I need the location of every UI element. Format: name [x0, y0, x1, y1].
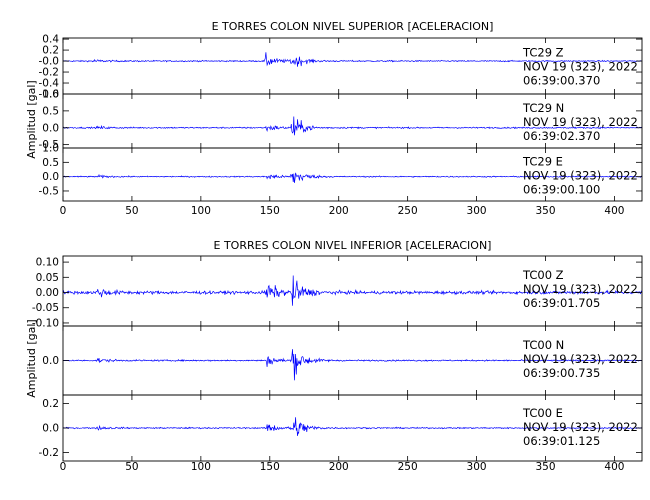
y-tick-label: 0.0 — [42, 122, 59, 134]
y-tick-label: 0.5 — [42, 105, 59, 117]
date-label: NOV 19 (323), 2022 — [523, 59, 638, 73]
figure-root: E TORRES COLON NIVEL SUPERIOR [ACELERACI… — [25, 20, 643, 473]
y-tick-label: 0.2 — [42, 398, 59, 410]
x-tick-label: 150 — [260, 461, 280, 473]
time-label: 06:39:00.735 — [523, 366, 600, 380]
waveform-line — [63, 349, 642, 381]
date-label: NOV 19 (323), 2022 — [523, 115, 638, 129]
x-tick-label: 200 — [329, 461, 349, 473]
y-tick-label: -0.5 — [39, 139, 60, 151]
y-tick-label: 0.0 — [42, 423, 59, 435]
panel-frame — [62, 147, 643, 202]
time-label: 06:39:02.370 — [523, 129, 600, 143]
y-tick-label: 0.0 — [42, 355, 59, 367]
chart-title: E TORRES COLON NIVEL INFERIOR [ACELERACI… — [214, 239, 492, 252]
station-label: TC29 Z — [522, 45, 564, 59]
time-label: 06:39:00.370 — [523, 73, 600, 87]
x-tick-label: 350 — [535, 205, 555, 217]
y-axis-label: Amplitud [gal] — [25, 319, 38, 397]
y-tick-label: 0.2 — [42, 45, 59, 57]
x-tick-label: 250 — [398, 461, 418, 473]
station-label: TC00 N — [522, 338, 564, 352]
date-label: NOV 19 (323), 2022 — [523, 168, 638, 182]
y-tick-label: -0.5 — [39, 185, 60, 197]
x-tick-label: 300 — [467, 461, 487, 473]
y-tick-label: -0.05 — [32, 302, 59, 314]
x-tick-label: 400 — [604, 461, 624, 473]
waveform-line — [62, 116, 642, 136]
chart-title: E TORRES COLON NIVEL SUPERIOR [ACELERACI… — [212, 20, 494, 33]
y-tick-label: 1.0 — [42, 143, 59, 155]
time-label: 06:39:01.125 — [523, 434, 600, 448]
x-tick-label: 150 — [260, 205, 280, 217]
y-tick-label: 0.10 — [36, 257, 59, 269]
y-tick-label: 0.05 — [36, 272, 59, 284]
x-tick-label: 0 — [60, 461, 67, 473]
y-tick-label: -0.2 — [39, 447, 60, 459]
station-label: TC29 E — [522, 154, 563, 168]
y-tick-label: 0.0 — [42, 171, 59, 183]
y-tick-label: 0.00 — [36, 287, 59, 299]
x-tick-label: 400 — [604, 205, 624, 217]
x-tick-label: 300 — [467, 205, 487, 217]
station-label: TC29 N — [522, 101, 564, 115]
x-tick-label: 250 — [398, 205, 418, 217]
y-tick-label: -0.2 — [39, 67, 60, 79]
date-label: NOV 19 (323), 2022 — [523, 352, 638, 366]
waveform-line — [62, 52, 642, 67]
waveform-line — [62, 275, 643, 306]
date-label: NOV 19 (323), 2022 — [523, 420, 638, 434]
y-tick-label: -0.4 — [39, 78, 60, 90]
y-axis-label: Amplitud [gal] — [25, 80, 38, 158]
x-tick-label: 350 — [535, 461, 555, 473]
y-tick-label: -0.6 — [39, 89, 60, 101]
y-tick-label: -0.10 — [32, 317, 59, 329]
time-label: 06:39:01.705 — [523, 296, 600, 310]
x-tick-label: 200 — [329, 205, 349, 217]
date-label: NOV 19 (323), 2022 — [523, 282, 638, 296]
waveform-line — [62, 172, 643, 183]
x-tick-label: 50 — [125, 205, 138, 217]
x-tick-label: 100 — [191, 461, 211, 473]
y-tick-label: -0.0 — [39, 56, 60, 68]
x-tick-label: 50 — [125, 461, 138, 473]
y-tick-label: 0.5 — [42, 157, 59, 169]
y-tick-label: 0.4 — [42, 34, 59, 46]
x-tick-label: 100 — [191, 205, 211, 217]
time-label: 06:39:00.100 — [523, 182, 600, 196]
station-label: TC00 Z — [522, 268, 564, 282]
station-label: TC00 E — [522, 406, 563, 420]
waveform-line — [62, 417, 643, 436]
x-tick-label: 0 — [60, 205, 67, 217]
y-tick-label: 1.0 — [42, 89, 59, 101]
